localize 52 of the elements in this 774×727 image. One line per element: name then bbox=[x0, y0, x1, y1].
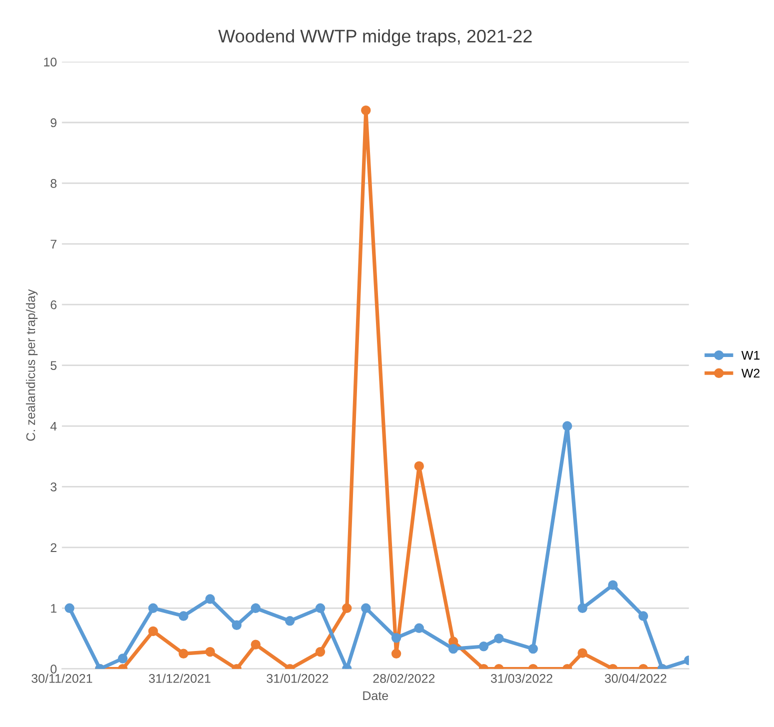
x-tick-label: 31/01/2022 bbox=[266, 674, 328, 683]
x-tick-label: 30/11/2021 bbox=[32, 674, 92, 683]
point bbox=[638, 611, 648, 621]
x-tick-label: 28/02/2022 bbox=[373, 674, 435, 683]
point bbox=[250, 603, 261, 613]
x-tick-label: 30/04/2022 bbox=[604, 674, 666, 683]
legend-label: W2 bbox=[741, 368, 760, 378]
point bbox=[342, 603, 352, 613]
x-tick-label: 31/03/2022 bbox=[490, 674, 552, 683]
point bbox=[250, 640, 261, 650]
y-tick-label: 6 bbox=[50, 300, 57, 310]
point bbox=[391, 633, 402, 643]
point bbox=[391, 648, 402, 659]
y-tick-label: 2 bbox=[50, 543, 56, 552]
point bbox=[205, 594, 215, 604]
point bbox=[148, 603, 158, 613]
point bbox=[361, 603, 371, 613]
y-tick-label: 3 bbox=[50, 482, 57, 492]
point bbox=[205, 646, 215, 657]
x-axis-title: Date bbox=[363, 691, 388, 700]
point bbox=[562, 421, 572, 431]
y-tick-label: 1 bbox=[51, 604, 56, 613]
point bbox=[178, 611, 188, 621]
point bbox=[578, 648, 588, 658]
y-tick-label: 7 bbox=[50, 240, 56, 248]
y-axis-title: C. zealandicus per trap/day bbox=[26, 289, 38, 441]
y-tick-label: 8 bbox=[50, 179, 57, 188]
point bbox=[178, 648, 188, 659]
point bbox=[414, 623, 424, 634]
chart-title: Woodend WWTP midge traps, 2021-22 bbox=[218, 29, 532, 46]
point bbox=[285, 616, 295, 626]
point bbox=[232, 620, 242, 630]
point bbox=[148, 626, 158, 636]
point bbox=[414, 461, 424, 471]
point bbox=[315, 603, 326, 613]
point bbox=[608, 580, 618, 590]
y-tick-label: 10 bbox=[44, 58, 57, 66]
point bbox=[118, 654, 128, 664]
point bbox=[361, 105, 371, 116]
point bbox=[448, 644, 458, 654]
point bbox=[64, 603, 74, 613]
point bbox=[578, 603, 588, 613]
point bbox=[478, 642, 489, 652]
point bbox=[315, 646, 326, 657]
x-tick-label: 31/12/2021 bbox=[148, 674, 210, 683]
y-tick-label: 4 bbox=[50, 422, 57, 431]
y-tick-label: 0 bbox=[50, 664, 57, 674]
point bbox=[494, 634, 504, 644]
legend-label: W1 bbox=[741, 351, 760, 360]
y-tick-label: 9 bbox=[50, 118, 56, 128]
y-tick-label: 5 bbox=[50, 361, 57, 370]
point bbox=[528, 644, 538, 654]
